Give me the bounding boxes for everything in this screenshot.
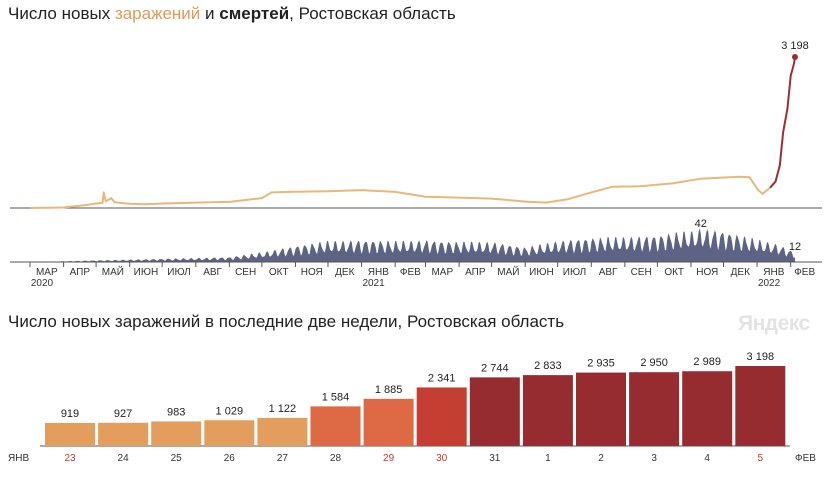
- bar-value-label: 2 989: [693, 356, 721, 368]
- bar: [469, 377, 520, 446]
- bar-category-label: 1: [545, 453, 551, 464]
- bar: [629, 372, 680, 446]
- month-label: НОЯ: [301, 267, 323, 278]
- bar: [363, 398, 414, 446]
- infections-last-point: [792, 54, 798, 60]
- bar-value-label: 1 122: [269, 403, 297, 415]
- bar-value-label: 2 744: [481, 362, 509, 374]
- month-label: ЯНВ: [763, 267, 784, 278]
- bar: [257, 417, 308, 446]
- bar-category-label: 2: [598, 453, 604, 464]
- year-label: 2021: [362, 278, 385, 289]
- deaths-peak-label: 42: [695, 218, 707, 230]
- bar-value-label: 2 833: [534, 360, 562, 372]
- bar-category-label: 28: [330, 453, 342, 464]
- bars-right-month-label: ФЕВ: [795, 453, 816, 464]
- month-label: ОКТ: [664, 267, 684, 278]
- month-label: ДЕК: [731, 267, 750, 278]
- month-label: МАР: [36, 267, 58, 278]
- bar-value-label: 2 950: [640, 357, 668, 369]
- bar-value-label: 1 885: [375, 384, 403, 396]
- bar-value-label: 919: [61, 408, 79, 420]
- bar-value-label: 2 341: [428, 372, 456, 384]
- month-label: АВГ: [203, 267, 222, 278]
- month-label: АВГ: [599, 267, 618, 278]
- top-chart-title: Число новых заражений и смертей, Ростовс…: [8, 4, 456, 24]
- bar: [45, 423, 95, 446]
- bar-category-label: 4: [704, 453, 710, 464]
- month-label: СЕН: [235, 267, 256, 278]
- deaths-last-label: 12: [789, 241, 801, 253]
- title-text-3: , Ростовская область: [289, 4, 456, 23]
- bar-value-label: 927: [114, 408, 132, 420]
- bar-category-label: 3: [651, 453, 657, 464]
- bar-value-label: 983: [167, 406, 185, 418]
- bar: [204, 420, 255, 446]
- bar: [576, 372, 626, 446]
- month-label: ИЮЛ: [563, 267, 586, 278]
- month-label: ФЕВ: [400, 267, 421, 278]
- bar-category-label: 30: [436, 453, 448, 464]
- month-label: НОЯ: [696, 267, 718, 278]
- month-label: СЕН: [631, 267, 652, 278]
- bar: [735, 366, 786, 446]
- bar-value-label: 2 935: [587, 358, 615, 370]
- bar-category-label: 29: [383, 453, 395, 464]
- bottom-chart-title: Число новых заражений в последние две не…: [8, 312, 565, 331]
- month-label: ДЕК: [335, 267, 354, 278]
- month-label: ИЮН: [529, 267, 554, 278]
- month-label: ФЕВ: [794, 267, 815, 278]
- bar-value-label: 1 584: [322, 391, 350, 403]
- month-label: ЯНВ: [368, 267, 389, 278]
- year-label: 2022: [758, 278, 781, 289]
- bar-category-label: 23: [64, 453, 76, 464]
- infections-line: [29, 175, 771, 209]
- bar-value-label: 3 198: [747, 351, 775, 363]
- deaths-area: [30, 228, 795, 262]
- month-label: МАЙ: [102, 265, 124, 278]
- bar: [151, 421, 202, 446]
- title-text-2: и: [200, 4, 220, 23]
- bars-left-month-label: ЯНВ: [8, 453, 29, 464]
- bar: [682, 371, 733, 446]
- year-label: 2020: [31, 278, 54, 289]
- month-label: АПР: [465, 267, 486, 278]
- infections-last-label: 3 198: [781, 40, 809, 52]
- month-label: МАЙ: [497, 265, 519, 278]
- bar-category-label: 5: [758, 453, 764, 464]
- infections-line-recent: [769, 56, 796, 189]
- month-label: МАР: [431, 267, 453, 278]
- bar: [98, 422, 149, 446]
- title-deaths-word[interactable]: смертей: [219, 4, 290, 23]
- month-label: ИЮН: [134, 267, 159, 278]
- bar-category-label: 26: [224, 453, 236, 464]
- bar: [416, 387, 467, 446]
- bar-category-label: 27: [277, 453, 289, 464]
- yandex-logo: Яндекс: [738, 312, 810, 335]
- bar-category-label: 25: [171, 453, 183, 464]
- month-label: ОКТ: [269, 267, 289, 278]
- bar: [522, 375, 573, 446]
- title-infections-word[interactable]: заражений: [114, 4, 201, 23]
- bar-category-label: 24: [118, 453, 130, 464]
- month-label: ИЮЛ: [167, 267, 190, 278]
- bar-value-label: 1 029: [216, 405, 244, 417]
- bar: [310, 406, 361, 446]
- bar-category-label: 31: [489, 453, 501, 464]
- title-text-1: Число новых: [8, 4, 115, 23]
- month-label: АПР: [70, 267, 91, 278]
